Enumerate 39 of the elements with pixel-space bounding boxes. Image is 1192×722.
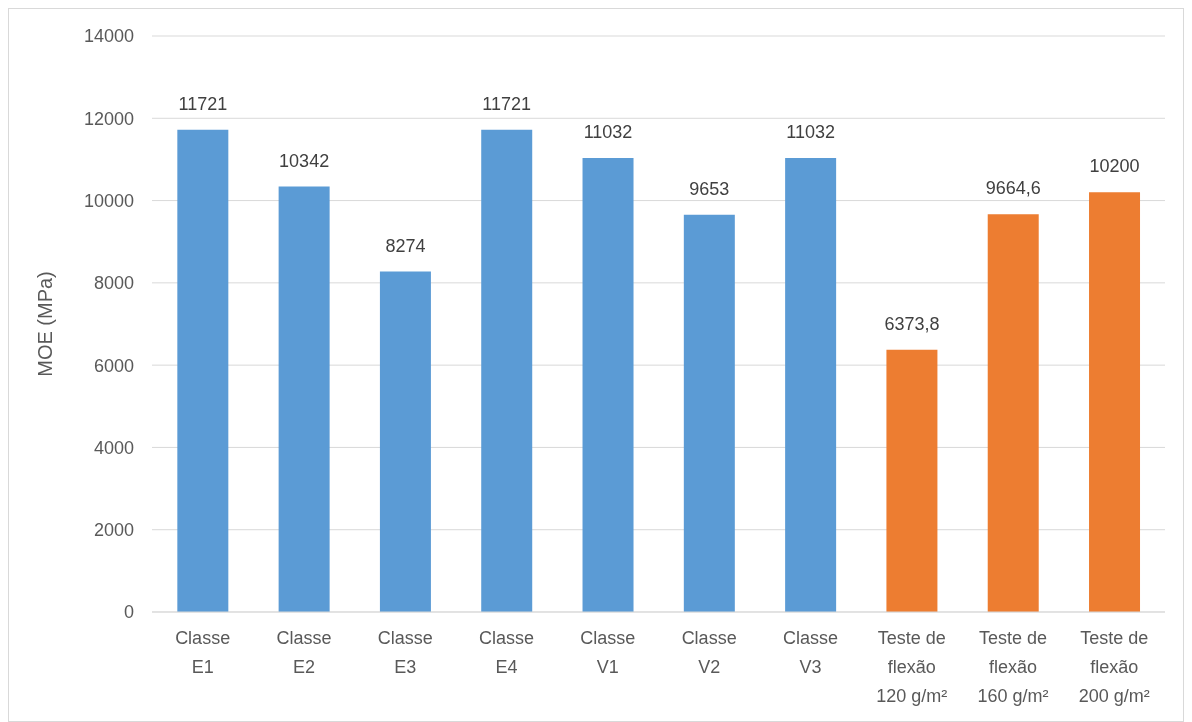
y-tick-label: 8000 [93,273,134,294]
y-axis-title: MOE (MPa) [34,271,57,377]
x-tick-label: Classe V1 [580,628,636,677]
y-tick-label: 6000 [93,355,134,376]
y-tick-label: 12000 [83,108,134,129]
data-label: 9664,6 [985,178,1041,199]
data-label: 11032 [583,122,633,143]
data-label: 10342 [279,150,330,171]
y-tick-label: 2000 [93,520,134,541]
y-tick-label: 10000 [83,190,134,211]
y-tick-label: 4000 [93,437,134,458]
x-tick-label: Teste de flexão 200 g/m² [1078,628,1150,706]
bar [1089,192,1141,612]
x-tick-label: Classe E1 [175,628,231,677]
x-tick-label: Classe V2 [681,628,737,677]
bar [582,158,634,612]
x-tick-label: Teste de flexão 120 g/m² [876,628,948,706]
data-label: 8274 [385,235,426,256]
data-label: 6373,8 [884,313,940,334]
data-label: 11032 [786,122,835,143]
bar [886,349,938,612]
bar [683,214,735,612]
data-label: 9653 [689,178,730,199]
x-tick-label: Classe V3 [782,628,838,677]
data-label: 11721 [178,93,228,114]
bar [481,129,533,612]
data-label: 11721 [482,93,532,114]
x-tick-label: Classe E4 [479,628,535,677]
bar [278,186,330,612]
bar [785,158,837,612]
bar [379,271,431,612]
x-tick-label: Teste de flexão 160 g/m² [977,628,1049,706]
data-label: 10200 [1089,156,1140,177]
x-tick-label: Classe E3 [377,628,433,677]
bar [987,214,1039,612]
x-tick-label: Classe E2 [276,628,332,677]
y-tick-label: 14000 [83,26,134,47]
bar [177,129,229,612]
y-tick-label: 0 [123,602,134,623]
